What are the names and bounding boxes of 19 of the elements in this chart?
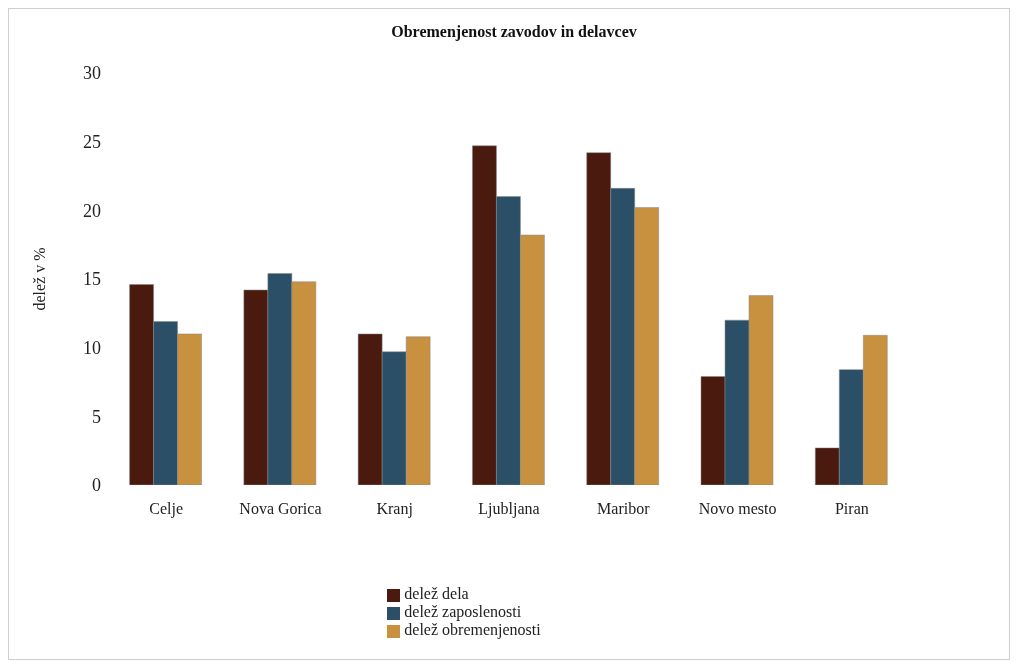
y-tick-label: 0	[92, 475, 101, 496]
y-tick-label: 5	[92, 406, 101, 427]
y-tick-label: 30	[83, 63, 101, 84]
y-tick-label: 20	[83, 200, 101, 221]
y-tick-label: 25	[83, 132, 101, 153]
x-tick-label: Novo mesto	[698, 500, 777, 518]
x-tick-label: Nova Gorica	[239, 500, 322, 518]
legend-label: delež dela	[404, 585, 469, 602]
legend-label: delež obremenjenosti	[404, 621, 541, 638]
legend-label: delež zaposlenosti	[404, 603, 522, 620]
x-tick-label: Celje	[149, 500, 184, 519]
y-tick-label: 10	[83, 338, 101, 359]
x-tick-label: Kranj	[376, 500, 413, 519]
chart-title: Obremenjenost zavodov in delavcev	[390, 23, 638, 41]
x-tick-label: Maribor	[597, 500, 651, 518]
x-tick-label: Ljubljana	[478, 500, 540, 519]
x-tick-label: Piran	[834, 500, 869, 518]
y-axis-title: delež v %	[30, 247, 48, 311]
y-tick-label: 15	[83, 269, 101, 290]
